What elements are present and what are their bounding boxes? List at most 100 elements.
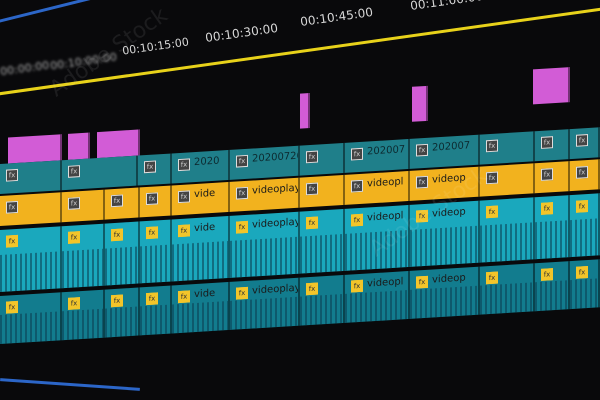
audio-clip[interactable]: fx (0, 226, 62, 292)
fx-icon: fx (6, 234, 18, 248)
clip-name: vide (194, 187, 216, 201)
fx-icon: fx (111, 228, 123, 242)
fx-icon: fx (416, 275, 428, 289)
audio-clip[interactable]: fx (140, 285, 172, 336)
timecode: 00:10:30:00 (204, 20, 279, 46)
video-clip[interactable]: fx (480, 131, 535, 165)
video-clip-selected[interactable]: fx (535, 161, 570, 194)
fx-icon: fx (416, 143, 428, 157)
scroll-bar[interactable] (0, 378, 140, 391)
audio-clip[interactable]: fx (62, 289, 105, 341)
audio-clip[interactable]: fx (535, 261, 570, 312)
clip-name: videoplay (252, 182, 300, 197)
video-clip-selected[interactable]: fx videopl (345, 170, 410, 205)
waveform (345, 290, 408, 323)
fx-icon: fx (306, 150, 318, 164)
clip-name: 2020 (194, 155, 220, 169)
fx-icon: fx (144, 160, 156, 174)
clip-name: 202007 (367, 144, 406, 158)
fx-icon: fx (351, 147, 363, 161)
video-clip-selected[interactable]: fx (0, 192, 62, 226)
audio-clip[interactable]: fx (480, 263, 535, 315)
fx-icon: fx (306, 282, 318, 296)
waveform (410, 285, 478, 319)
video-clip[interactable]: fx (300, 142, 345, 176)
waveform (535, 280, 568, 312)
audio-clip[interactable]: fx (105, 221, 140, 286)
waveform (230, 236, 298, 278)
fx-icon: fx (236, 154, 248, 168)
fx-icon: fx (178, 290, 190, 304)
fx-icon: fx (178, 190, 190, 204)
audio-clip[interactable]: fx (140, 219, 172, 284)
marker-clip[interactable] (8, 134, 62, 164)
waveform (62, 248, 103, 289)
waveform (570, 278, 598, 310)
video-clip[interactable]: fx 202007 (345, 138, 410, 173)
fx-icon: fx (541, 202, 553, 215)
video-clip-selected[interactable]: fx (140, 185, 172, 218)
video-clip-selected[interactable]: fx (62, 189, 105, 223)
video-clip-selected[interactable]: fx (570, 159, 600, 192)
fx-icon: fx (6, 200, 18, 214)
video-clip[interactable]: fx (62, 155, 138, 191)
fx-icon: fx (541, 136, 553, 149)
video-clip[interactable]: fx (570, 127, 600, 160)
clip-name: videopl (367, 276, 404, 290)
audio-clip[interactable]: fx (105, 287, 140, 338)
audio-clip[interactable]: fx (570, 259, 600, 310)
audio-clip[interactable]: fx vide (172, 281, 230, 334)
marker-clip[interactable] (533, 67, 570, 105)
audio-clip[interactable]: fx (0, 292, 62, 344)
marker-clip[interactable] (300, 93, 310, 129)
fx-icon: fx (178, 158, 190, 172)
waveform (480, 222, 533, 263)
audio-clip[interactable]: fx videoplay (230, 211, 300, 278)
audio-clip[interactable]: fx videopl (345, 270, 410, 323)
video-clip[interactable]: fx (0, 160, 62, 194)
marker-clip[interactable] (68, 132, 90, 160)
timecode: 00:10:45:00 (299, 4, 374, 30)
waveform (105, 246, 138, 286)
video-clip[interactable]: fx 2020 (172, 149, 230, 184)
fx-icon: fx (541, 268, 553, 281)
fx-icon: fx (576, 134, 588, 147)
clip-name: videop (432, 272, 466, 286)
audio-clip[interactable]: fx (62, 223, 105, 289)
video-clip[interactable]: fx 202007 (410, 134, 480, 169)
waveform (0, 311, 60, 344)
fx-icon: fx (236, 186, 248, 200)
fx-icon: fx (576, 266, 588, 279)
waveform (140, 304, 170, 336)
clip-name: videoplay (252, 216, 300, 231)
fx-icon: fx (351, 179, 363, 193)
video-clip[interactable]: fx (535, 129, 570, 162)
audio-clip[interactable]: fx (300, 274, 345, 326)
fx-icon: fx (6, 300, 18, 314)
video-clip-selected[interactable]: fx (300, 174, 345, 208)
audio-clip[interactable]: fx videoplay (230, 277, 300, 330)
fx-icon: fx (486, 271, 498, 285)
audio-clip[interactable]: fx (300, 208, 345, 274)
waveform (300, 294, 343, 326)
waveform (172, 301, 228, 334)
waveform (480, 282, 533, 315)
video-clip-selected[interactable]: fx (105, 187, 140, 220)
video-clip[interactable]: fx (138, 153, 172, 186)
audio-clip[interactable]: fx vide (172, 215, 230, 282)
video-clip-selected[interactable]: fx videoplay (230, 177, 300, 212)
fx-icon: fx (178, 224, 190, 238)
fx-icon: fx (486, 139, 498, 153)
audio-clip[interactable]: fx (570, 193, 600, 258)
audio-clip[interactable]: fx (535, 195, 570, 260)
marker-clip[interactable] (412, 85, 428, 122)
waveform (105, 306, 138, 338)
audio-clip[interactable]: fx (480, 197, 535, 263)
fx-icon: fx (236, 220, 248, 234)
video-clip-selected[interactable]: fx vide (172, 181, 230, 216)
marker-clip[interactable] (97, 129, 140, 159)
audio-clip[interactable]: fx videop (410, 266, 480, 319)
fx-icon: fx (236, 286, 248, 300)
fx-icon: fx (351, 279, 363, 293)
video-clip[interactable]: fx 20200726_ (230, 145, 300, 180)
